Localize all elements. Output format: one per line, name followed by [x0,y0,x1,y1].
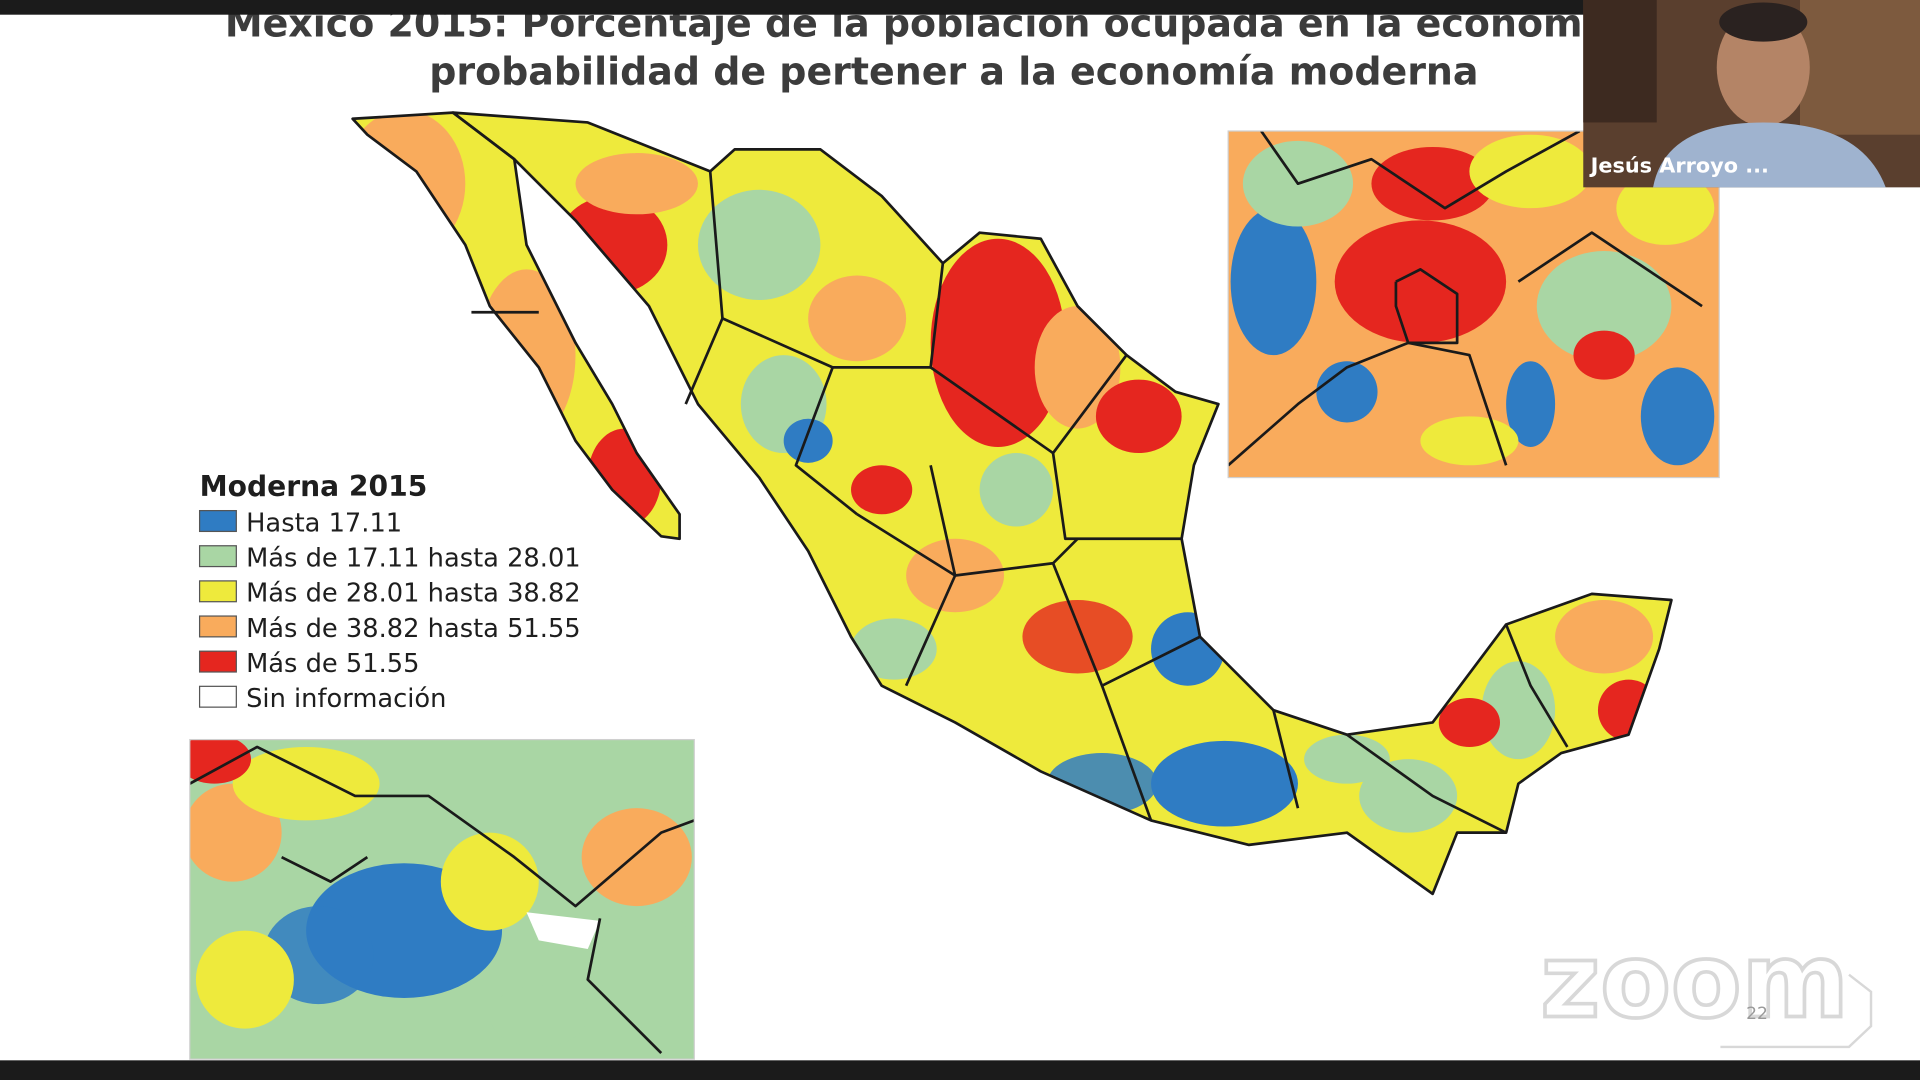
watermark-text: zoom [1540,922,1848,1041]
legend-swatch [198,580,237,603]
legend-swatch [198,510,237,533]
bottom-bar [0,1060,1920,1080]
legend-label: Más de 28.01 hasta 38.82 [246,579,581,609]
legend-swatch [198,545,237,568]
legend-label: Más de 38.82 hasta 51.55 [246,614,581,644]
slide-title: probabilidad de pertener a la economía m… [429,49,1478,93]
legend-label: Más de 17.11 hasta 28.01 [246,544,581,574]
legend-title: Moderna 2015 [200,470,428,503]
inset-center [1227,130,1720,479]
legend-swatch [198,685,237,708]
zoom-watermark: zoom 22 [1539,920,1873,1049]
video-tile: Jesús Arroyo ... [1583,0,1920,188]
legend: Moderna 2015 Hasta 17.11 Más de 17.11 has… [198,470,581,714]
legend-label: Sin información [246,684,446,714]
legend-label: Hasta 17.11 [246,508,402,538]
legend-label: Más de 51.55 [246,649,419,679]
state-borders [471,171,1569,834]
legend-swatch [198,650,237,673]
participant-name: Jesús Arroyo ... [1589,154,1769,178]
inset-south [189,738,695,1060]
page-number: 22 [1746,1004,1768,1024]
map-border [451,111,1673,896]
legend-swatch [198,615,237,638]
top-bar [0,0,1920,15]
map-border [351,111,681,541]
